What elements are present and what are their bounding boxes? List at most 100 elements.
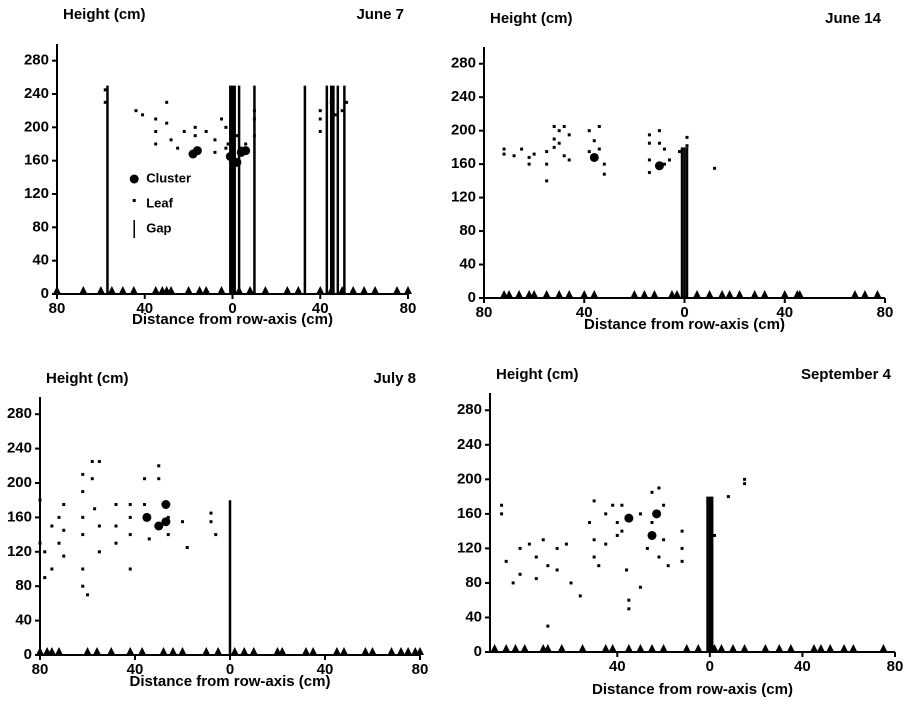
leaf-point	[569, 581, 573, 585]
stem-marker	[138, 647, 147, 655]
leaf-point	[38, 498, 42, 502]
series	[36, 647, 424, 655]
stem-marker	[718, 290, 727, 298]
y-axis-label: Height (cm)	[63, 6, 146, 23]
leaf-point	[97, 460, 101, 463]
y-tick-label: 280	[451, 55, 476, 72]
stem-marker	[636, 644, 645, 652]
y-tick-label: 120	[7, 543, 32, 560]
y-tick-label: 120	[451, 189, 476, 206]
stem-marker	[368, 647, 377, 655]
series	[680, 147, 689, 298]
series	[38, 460, 218, 597]
cluster-point	[624, 513, 634, 523]
stem-marker	[672, 290, 681, 298]
leaf-point	[647, 133, 651, 137]
leaf-point	[592, 555, 596, 559]
leaf-point	[318, 117, 322, 121]
leaf-point	[502, 152, 506, 156]
leaf-point	[154, 117, 158, 121]
stem-marker	[349, 286, 358, 294]
leaf-point	[597, 564, 601, 568]
leaf-point	[114, 524, 118, 528]
stem-marker	[332, 647, 341, 655]
y-axis-label: Height (cm)	[496, 366, 579, 383]
stem-marker	[159, 647, 168, 655]
leaf-point	[592, 499, 596, 503]
stem-marker	[217, 286, 226, 294]
leaf-point	[128, 503, 132, 506]
leaf-point	[226, 142, 230, 146]
stem-marker	[760, 290, 769, 298]
y-tick-label: 160	[24, 152, 49, 169]
leaf-point	[97, 550, 101, 554]
legend-item: Cluster	[129, 170, 191, 185]
stem-marker	[542, 290, 551, 298]
leaf-point	[334, 113, 338, 117]
leaf-point	[662, 503, 666, 507]
leaf-point	[147, 537, 151, 541]
leaf-point	[666, 564, 670, 568]
leaf-point	[224, 146, 228, 150]
leaf-point	[657, 129, 661, 133]
leaf-point	[545, 179, 549, 183]
stem-marker	[530, 290, 539, 298]
y-tick-label: 240	[451, 88, 476, 105]
leaf-point	[239, 146, 243, 150]
leaf-point	[667, 158, 671, 162]
leaf-point	[625, 568, 629, 572]
stem-marker	[740, 644, 749, 652]
y-tick-label: 0	[468, 289, 476, 306]
leaf-point	[592, 139, 596, 143]
leaf-point	[204, 130, 208, 133]
x-tick-label: 0	[228, 300, 236, 317]
stem-marker	[725, 290, 734, 298]
leaf-point	[657, 486, 661, 490]
leaf-point	[647, 158, 651, 162]
stem-marker	[151, 286, 160, 294]
x-tick-label: 40	[609, 658, 626, 675]
stem-marker	[750, 290, 759, 298]
stem-marker	[55, 647, 63, 655]
leaf-point	[685, 135, 689, 139]
stem-marker	[840, 644, 849, 652]
stem-marker	[650, 290, 659, 298]
leaf-point	[103, 88, 107, 92]
stem-marker	[393, 286, 402, 294]
x-tick-label: 80	[476, 304, 493, 321]
leaf-point	[512, 154, 516, 158]
leaf-point	[712, 533, 716, 537]
leaf-point	[81, 567, 85, 571]
y-tick-label: 200	[451, 122, 476, 139]
leaf-point	[555, 546, 559, 550]
cluster-point	[652, 509, 662, 519]
stem-marker	[246, 286, 255, 294]
cluster-point	[647, 530, 657, 540]
stem-marker	[126, 647, 135, 655]
stem-marker	[873, 290, 882, 298]
leaf-point	[562, 124, 566, 128]
y-tick-label: 120	[24, 185, 49, 202]
series	[500, 477, 747, 628]
stem-marker	[795, 290, 804, 298]
y-tick-label: 80	[15, 577, 32, 594]
leaf-point	[662, 538, 666, 542]
series	[500, 290, 882, 298]
leaf-point	[541, 538, 545, 542]
leaf-point	[597, 124, 601, 128]
stem-marker	[775, 644, 784, 652]
leaf-point	[43, 576, 47, 580]
leaf-point	[114, 503, 118, 506]
legend-swatch	[129, 174, 139, 184]
stem-marker	[387, 647, 396, 655]
cluster-point	[161, 517, 171, 527]
leaf-point	[578, 594, 582, 598]
series	[53, 286, 412, 294]
x-tick-label: 0	[680, 304, 688, 321]
stem-marker	[490, 644, 499, 652]
leaf-point	[604, 542, 608, 546]
panel-title: July 8	[373, 370, 416, 387]
leaf-point	[588, 521, 592, 524]
leaf-point	[680, 546, 684, 550]
stem-marker	[79, 286, 88, 294]
